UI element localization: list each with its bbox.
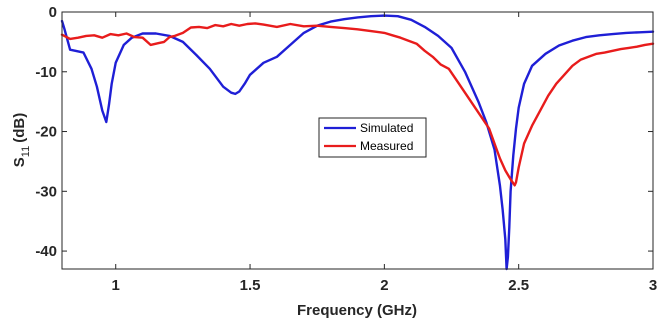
plot-frame (61, 11, 654, 270)
x-tick-label: 2.5 (508, 277, 529, 294)
y-tick-label: -30 (35, 183, 57, 200)
x-axis-label: Frequency (GHz) (297, 302, 417, 319)
x-tick-label: 1 (112, 277, 120, 294)
y-tick-label: -20 (35, 124, 57, 141)
x-tick-label: 1.5 (240, 277, 261, 294)
x-tick-label: 2 (380, 277, 388, 294)
x-axis-ticks: 1 1.5 2 2.5 3 (112, 12, 657, 294)
legend-label-simulated: Simulated (360, 121, 413, 135)
legend-label-measured: Measured (360, 139, 413, 153)
y-tick-label: -10 (35, 64, 57, 81)
series-lines (60, 14, 655, 271)
legend: Simulated Measured (318, 117, 427, 158)
series-line-simulated (60, 14, 655, 271)
series-line-measured (60, 22, 655, 187)
axes-box (61, 11, 654, 270)
x-tick-label: 3 (649, 277, 657, 294)
y-axis-label: S11 (dB) (11, 113, 32, 167)
y-axis-ticks: 0 -10 -20 -30 -40 (35, 4, 653, 260)
y-tick-label: 0 (49, 4, 57, 21)
y-axis-label-main: S (11, 157, 28, 167)
legend-box (318, 117, 427, 158)
y-axis-label-unit: (dB) (11, 113, 28, 143)
y-axis-label-subscript: 11 (20, 146, 32, 157)
y-tick-label: -40 (35, 243, 57, 260)
